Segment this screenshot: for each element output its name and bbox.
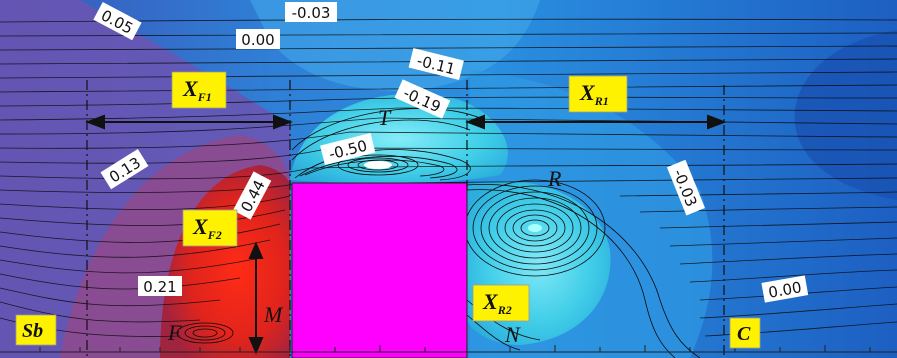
label-xr1: XR1 xyxy=(568,75,628,113)
contour-label-0.21: 0.21 xyxy=(138,276,182,296)
label-xf1: XF1 xyxy=(171,71,227,109)
svg-text:Sb: Sb xyxy=(22,320,43,342)
label-xf2: XF2 xyxy=(182,209,238,247)
point-label-r: R xyxy=(547,166,562,191)
svg-text:XF1: XF1 xyxy=(182,76,212,104)
front-vortex xyxy=(176,322,234,344)
svg-text:-0.03: -0.03 xyxy=(292,4,331,22)
top-vortex-core xyxy=(364,161,392,169)
point-label-n: N xyxy=(504,322,521,347)
contour-label-0.00-top: 0.00 xyxy=(236,29,280,49)
contour-label-neg0.03-top: -0.03 xyxy=(285,2,337,22)
svg-text:C: C xyxy=(737,323,751,345)
svg-text:0.00: 0.00 xyxy=(767,278,803,302)
contour-label-0.00-right: 0.00 xyxy=(761,275,809,303)
svg-text:0.21: 0.21 xyxy=(143,278,176,296)
svg-text:XR1: XR1 xyxy=(579,80,609,108)
xf1-arrow xyxy=(85,114,293,130)
xr1-arrow xyxy=(465,114,727,130)
streamlines-top-recirc xyxy=(291,108,481,181)
wake-vortex-core xyxy=(528,224,542,232)
svg-text:XR2: XR2 xyxy=(482,289,512,317)
label-sb: Sb xyxy=(15,314,57,346)
contour-zone-top xyxy=(250,0,540,91)
svg-text:0.00: 0.00 xyxy=(241,31,274,49)
label-xr2: XR2 xyxy=(472,284,530,322)
label-c: C xyxy=(729,317,761,349)
reference-lines xyxy=(86,80,725,358)
point-label-f: F xyxy=(167,320,182,345)
obstacle-block xyxy=(291,182,468,358)
svg-text:XF2: XF2 xyxy=(192,214,222,242)
point-label-t: T xyxy=(378,105,392,130)
point-label-m: M xyxy=(263,302,284,327)
m-arrow xyxy=(248,241,264,355)
